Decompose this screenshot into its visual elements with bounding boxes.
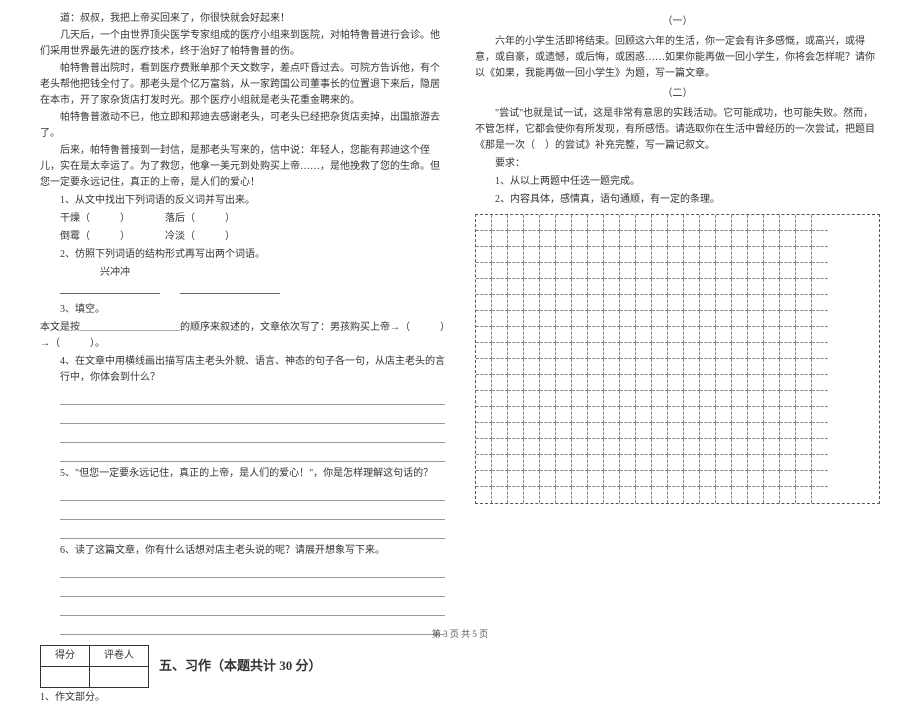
q1-line1: 干燥（ ） 落后（ ）: [60, 211, 445, 227]
q1-line2: 倒霉（ ） 冷淡（ ）: [60, 229, 445, 245]
q6: 6、读了这篇文章，你有什么话想对店主老头说的呢？请展开想象写下来。: [60, 543, 445, 559]
score-cell[interactable]: [41, 667, 90, 688]
answer-line[interactable]: [60, 505, 445, 520]
story-p3: 帕特鲁普出院时，看到医疗费账单那个天文数字，差点吓昏过去。可院方告诉他，有个老头…: [40, 61, 445, 109]
answer-line[interactable]: [60, 601, 445, 616]
answer-line[interactable]: [60, 428, 445, 443]
q1: 1、从文中找出下列词语的反义词并写出来。: [60, 193, 445, 209]
req-2: 2、内容具体，感情真，语句通顺，有一定的条理。: [495, 192, 880, 208]
topic-1-text: 六年的小学生活即将结束。回顾这六年的生活，你一定会有许多感慨，或高兴，或得意，或…: [475, 34, 880, 82]
req-1: 1、从以上两题中任选一题完成。: [495, 174, 880, 190]
q2: 2、仿照下列词语的结构形式再写出两个词语。: [60, 247, 445, 263]
section-5-title: 五、习作（本题共计 30 分）: [159, 656, 322, 677]
topic-2-title: （二）: [475, 86, 880, 102]
topic-2-text: "尝试"也就是试一试，这是非常有意思的实践活动。它可能成功，也可能失败。然而，不…: [475, 106, 880, 154]
q4: 4、在文章中用横线画出描写店主老头外貌、语言、神态的句子各一句，从店主老头的言行…: [60, 354, 445, 386]
answer-line[interactable]: [60, 582, 445, 597]
score-header: 得分: [41, 646, 90, 667]
answer-line[interactable]: [60, 486, 445, 501]
essay-grid[interactable]: [475, 214, 880, 504]
q3-text: 本文是按＿＿＿＿＿＿＿＿＿＿的顺序来叙述的，文章依次写了：男孩购买上帝→（ ）→…: [40, 320, 445, 352]
story-p4: 帕特鲁普激动不已，他立即和邦迪去感谢老头，可老头已经把杂货店卖掉，出国旅游去了。: [40, 110, 445, 142]
story-p2: 几天后，一个由世界顶尖医学专家组成的医疗小组来到医院，对帕特鲁普进行会诊。他们采…: [40, 28, 445, 60]
page-footer: 第 3 页 共 5 页: [0, 627, 920, 640]
zuowen-label: 1、作文部分。: [40, 690, 445, 706]
score-table: 得分评卷人: [40, 645, 149, 688]
story-p5: 后来，帕特鲁普接到一封信，是那老头写来的，信中说：年轻人，您能有邦迪这个侄儿，实…: [40, 143, 445, 191]
grader-header: 评卷人: [90, 646, 149, 667]
answer-line[interactable]: [60, 409, 445, 424]
q5: 5、"但您一定要永远记住，真正的上帝，是人们的爱心！"，你是怎样理解这句话的？: [60, 466, 445, 482]
answer-line[interactable]: [60, 563, 445, 578]
answer-line[interactable]: [60, 524, 445, 539]
q2-word: 兴冲冲: [100, 265, 445, 281]
grader-cell[interactable]: [90, 667, 149, 688]
requirements-label: 要求：: [495, 156, 880, 172]
answer-line[interactable]: [60, 390, 445, 405]
q2-blanks[interactable]: [60, 283, 445, 300]
answer-line[interactable]: [60, 447, 445, 462]
q3: 3、填空。: [60, 302, 445, 318]
topic-1-title: （一）: [475, 14, 880, 30]
story-p1: 道：叔叔，我把上帝买回来了，你很快就会好起来！: [40, 11, 445, 27]
